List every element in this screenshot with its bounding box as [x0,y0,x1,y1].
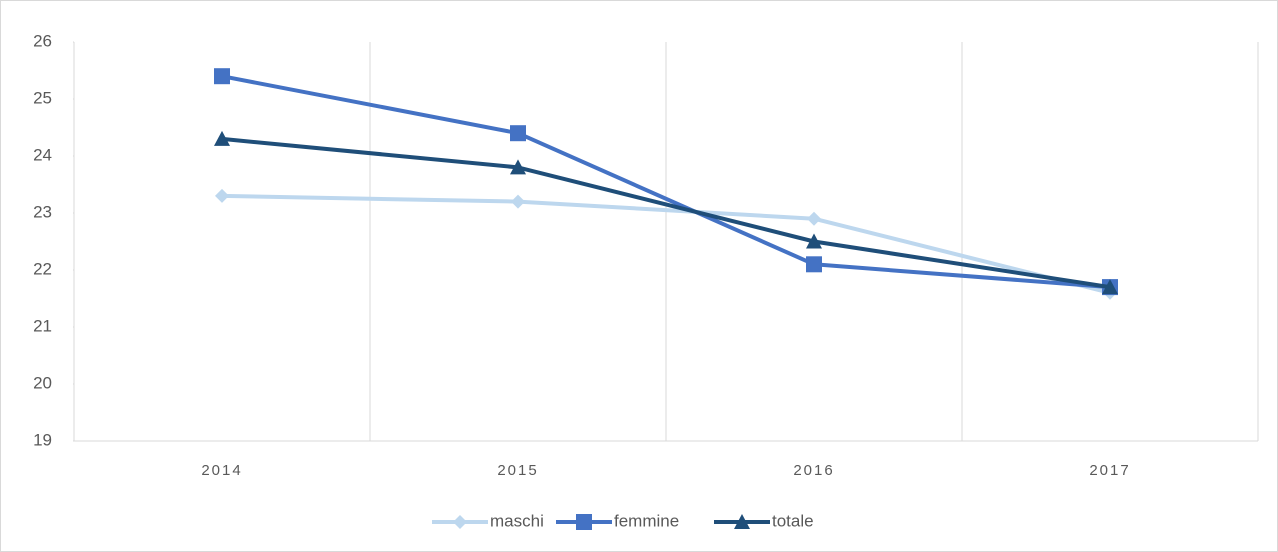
y-tick-label: 21 [33,316,52,335]
x-tick-label: 2014 [201,462,242,479]
y-tick-label: 23 [33,202,52,221]
series-line [221,193,1111,295]
x-tick-label: 2016 [793,462,834,479]
marker [511,194,525,209]
marker [510,159,526,175]
marker [576,514,592,530]
marker [806,233,822,249]
x-tick-label: 2017 [1089,462,1130,479]
marker [214,130,230,146]
marker [214,68,230,85]
marker [807,211,821,226]
marker [806,256,822,273]
marker [215,188,229,203]
marker [734,514,750,529]
y-tick-label: 25 [33,88,52,107]
marker [453,515,467,529]
y-tick-label: 24 [33,145,52,164]
y-tick-label: 26 [33,31,52,50]
series-line [221,74,1111,290]
marker [510,125,526,142]
y-tick-label: 22 [33,259,52,278]
series-line [221,136,1111,290]
legend-label: femmine [614,511,679,530]
y-tick-label: 20 [33,373,52,392]
x-tick-label: 2015 [497,462,538,479]
legend-label: maschi [490,511,544,530]
marker [1102,279,1118,295]
y-tick-label: 19 [33,430,52,449]
legend-label: totale [772,511,814,530]
